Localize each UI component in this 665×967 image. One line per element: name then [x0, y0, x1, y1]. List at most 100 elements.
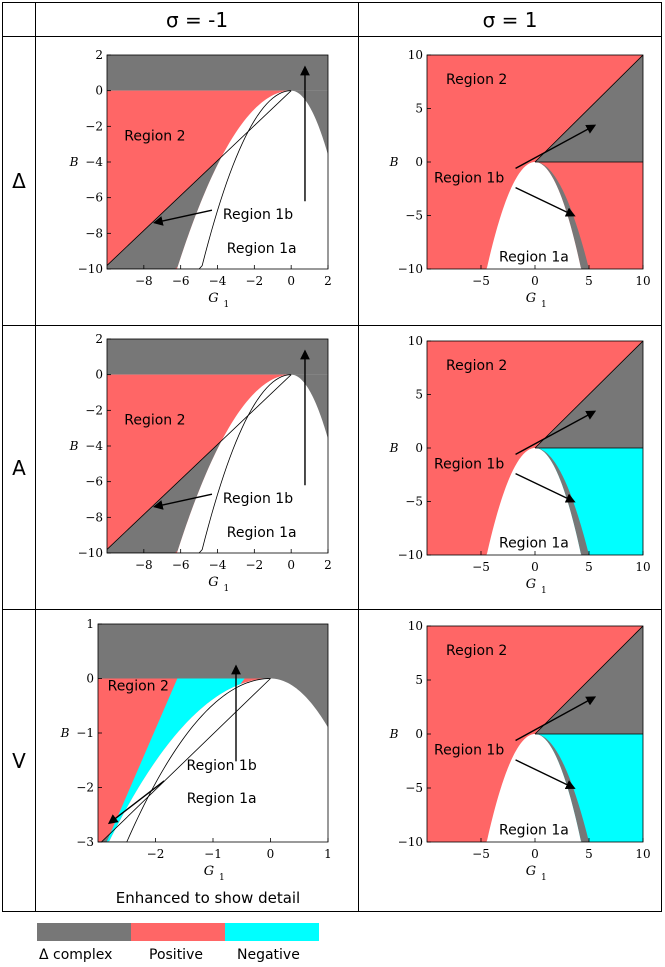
outer-boundary [107, 374, 292, 553]
x-tick-label: −8 [135, 274, 153, 288]
region-1b-label: Region 1b [434, 170, 504, 186]
plot-area [427, 55, 643, 269]
plot-area [427, 341, 643, 555]
region-1b-arrow-down [515, 759, 576, 790]
y-tick-label: −6 [85, 191, 103, 205]
chart-a-sigma-neg: −8 −6 −4 −2 0 2 2 0 −2 −4 −6 −8 −10 G 1 B Region 2 Region… [69, 332, 332, 594]
y-tick-label: 2 [95, 332, 103, 346]
region-2-label: Region 2 [446, 72, 507, 88]
y-tick-label: −10 [398, 262, 423, 276]
y-axis-label: B [389, 155, 399, 169]
y-tick-label: 10 [408, 48, 423, 62]
complex-region-top [107, 339, 328, 375]
region-1b-arrow-left [152, 493, 213, 510]
outer-boundary [98, 678, 271, 842]
y-tick-label: −5 [405, 495, 423, 509]
y-tick-label: −10 [78, 262, 103, 276]
complex-region-cap [270, 678, 328, 728]
y-tick-label: −5 [405, 781, 423, 795]
complex-sliver [535, 448, 592, 555]
y-tick-label: 0 [415, 441, 423, 455]
y-tick-label: 1 [86, 617, 94, 631]
x-tick-label: 5 [585, 847, 593, 861]
y-tick-label: 2 [95, 48, 103, 62]
region-1b-arrow-left [152, 209, 213, 226]
region-1b-arrow-up [515, 410, 597, 456]
y-tick-label: −10 [78, 546, 103, 560]
region-1a-label: Region 1a [227, 241, 297, 257]
plot-area [107, 55, 328, 269]
x-tick-label: 0 [531, 560, 539, 574]
x-axis-label: G [526, 864, 536, 879]
x-tick-label: −5 [472, 274, 490, 288]
x-tick-label: −1 [204, 847, 222, 861]
x-axis-subscript: 1 [541, 586, 547, 596]
x-tick-label: 10 [635, 274, 650, 288]
x-tick-label: 0 [531, 274, 539, 288]
y-tick-label: −5 [405, 209, 423, 223]
y-tick-label: 5 [415, 673, 423, 687]
y-tick-label: 5 [415, 102, 423, 116]
region-1b-label: Region 1b [187, 758, 257, 774]
y-tick-label: 0 [415, 727, 423, 741]
region-1a-area [486, 734, 582, 842]
region-1a-label: Region 1a [499, 536, 569, 552]
x-axis-label: G [526, 577, 536, 592]
region-1b-arrow-down [515, 473, 576, 503]
diagonal-boundary [534, 626, 643, 735]
y-tick-label: −2 [76, 781, 94, 795]
chart-a-sigma-pos: −5 0 5 10 10 5 0 −5 −10 G 1 B Region 2 Region 1b Regio… [389, 334, 651, 596]
legend-label-complex: Δ complex [39, 947, 113, 963]
region-2-label: Region 2 [446, 358, 507, 374]
region-1b-label: Region 1b [434, 743, 504, 759]
complex-region-top [107, 55, 328, 91]
y-axis-label: B [389, 441, 399, 455]
x-axis-label: G [204, 864, 214, 879]
legend-swatch-positive [131, 923, 225, 941]
x-tick-label: 0 [267, 847, 275, 861]
region-2-label: Region 2 [124, 413, 185, 429]
y-tick-label: −8 [85, 510, 103, 524]
y-tick-label: 5 [415, 388, 423, 402]
x-tick-label: 5 [585, 274, 593, 288]
x-tick-label: −8 [135, 558, 153, 572]
y-tick-label: 10 [408, 619, 423, 633]
x-tick-label: 2 [324, 274, 332, 288]
y-tick-label: −2 [85, 119, 103, 133]
x-tick-label: 0 [287, 274, 295, 288]
x-axis-label: G [208, 575, 218, 590]
region-1b-arrow-up [515, 696, 597, 742]
y-tick-label: 0 [95, 368, 103, 382]
x-tick-label: −5 [472, 560, 490, 574]
cell-v-pos [358, 609, 662, 912]
y-tick-label: −10 [398, 835, 423, 849]
legend-swatch-complex [37, 923, 131, 941]
x-axis-subscript: 1 [224, 584, 230, 594]
y-tick-label: −3 [76, 835, 94, 849]
region-1a-label: Region 1a [187, 791, 257, 807]
region-1a-area [486, 448, 582, 555]
legend-label-positive: Positive [149, 947, 203, 963]
x-tick-label: 2 [324, 558, 332, 572]
region-2-label: Region 2 [108, 679, 169, 695]
y-tick-label: 0 [415, 155, 423, 169]
y-tick-label: −6 [85, 475, 103, 489]
legend: Δ complex Positive Negative [37, 923, 319, 963]
x-tick-label: 1 [324, 847, 332, 861]
y-tick-label: −1 [76, 726, 94, 740]
complex-sliver [535, 162, 592, 269]
y-axis-label: B [69, 155, 79, 169]
diagonal-boundary [534, 55, 643, 163]
y-axis-label: B [69, 439, 79, 453]
region-1b-arrow-up [515, 124, 597, 170]
x-tick-label: −5 [472, 847, 490, 861]
plot-area [98, 624, 328, 842]
complex-region-top [98, 624, 328, 679]
y-tick-label: −4 [85, 155, 103, 169]
region-1a-area [107, 374, 328, 553]
y-axis-label: B [60, 726, 70, 740]
x-tick-label: −6 [172, 274, 190, 288]
plot-area [427, 626, 643, 842]
x-axis-subscript: 1 [219, 873, 225, 883]
